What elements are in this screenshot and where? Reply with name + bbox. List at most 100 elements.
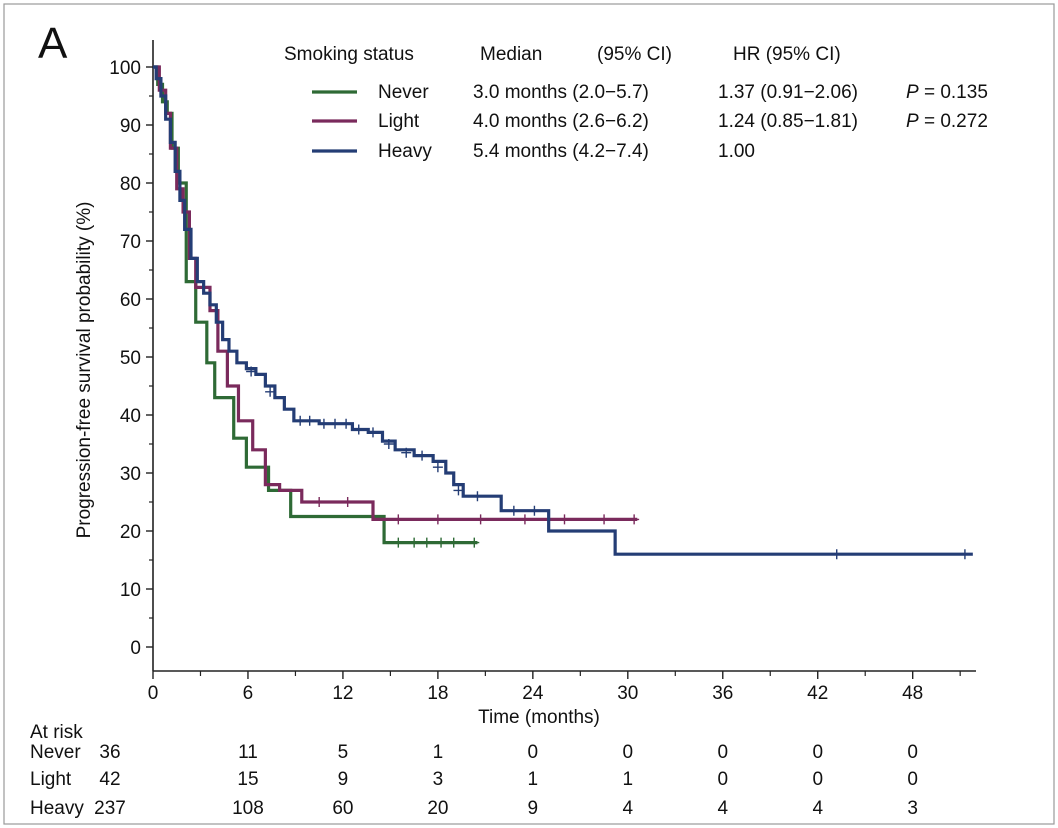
at-risk-label-light: Light xyxy=(30,769,72,790)
censor-mark xyxy=(475,514,486,525)
at-risk-value: 0 xyxy=(812,769,823,790)
censor-mark xyxy=(448,537,459,548)
at-risk-value: 3 xyxy=(907,798,918,819)
legend-label-heavy: Heavy xyxy=(378,141,432,162)
censor-mark xyxy=(367,427,378,438)
series-heavy xyxy=(153,65,973,560)
censor-mark xyxy=(508,505,519,516)
at-risk-value: 0 xyxy=(907,742,918,763)
at-risk-value: 15 xyxy=(237,769,258,790)
at-risk-value: 0 xyxy=(623,742,634,763)
axes xyxy=(152,40,976,672)
censor-mark xyxy=(421,537,432,548)
at-risk-value: 20 xyxy=(427,798,448,819)
at-risk-value: 0 xyxy=(717,742,728,763)
at-risk-value: 4 xyxy=(717,798,728,819)
survival-curve-light xyxy=(153,65,638,521)
at-risk-value: 4 xyxy=(812,798,823,819)
at-risk-title: At risk xyxy=(30,722,83,743)
legend: Smoking status Median (95% CI) HR (95% C… xyxy=(284,44,988,162)
y-tick-label: 60 xyxy=(120,290,141,311)
panel-letter: A xyxy=(38,19,68,68)
censor-mark xyxy=(330,418,341,429)
survival-curve-never xyxy=(153,65,478,545)
legend-p-value: P = 0.135 xyxy=(906,82,988,103)
censor-mark xyxy=(401,447,412,458)
x-tick-label: 12 xyxy=(332,683,353,704)
censor-mark xyxy=(432,514,443,525)
x-ticks: 0 6 12 18 24 30 36 42 48 xyxy=(148,671,961,704)
legend-header-status: Smoking status xyxy=(284,44,414,65)
series-light xyxy=(153,65,640,525)
y-tick-label: 0 xyxy=(130,638,141,659)
legend-label-never: Never xyxy=(378,82,429,103)
at-risk-value: 3 xyxy=(433,769,444,790)
series-never xyxy=(153,65,480,548)
at-risk-value: 1 xyxy=(433,742,444,763)
x-tick-label: 42 xyxy=(807,683,828,704)
legend-header-median: Median xyxy=(480,44,542,65)
survival-curve-heavy xyxy=(153,65,973,556)
censor-mark xyxy=(519,514,530,525)
legend-label-light: Light xyxy=(378,111,420,132)
censor-mark xyxy=(436,537,447,548)
x-tick-label: 6 xyxy=(243,683,254,704)
at-risk-value: 0 xyxy=(528,742,539,763)
legend-header-ci: (95% CI) xyxy=(597,44,672,65)
censor-mark xyxy=(959,549,970,560)
y-axis-label: Progression-free survival probability (%… xyxy=(74,202,95,539)
at-risk-value: 1 xyxy=(623,769,634,790)
censor-mark xyxy=(265,386,276,397)
at-risk-value: 0 xyxy=(907,769,918,790)
x-tick-label: 24 xyxy=(522,683,544,704)
legend-median: 4.0 months (2.6−6.2) xyxy=(473,111,649,132)
x-tick-label: 18 xyxy=(427,683,448,704)
censor-mark xyxy=(409,537,420,548)
censor-mark xyxy=(314,497,325,507)
figure-border xyxy=(3,3,1055,825)
legend-rows: Never 3.0 months (2.0−5.7) 1.37 (0.91−2.06… xyxy=(312,82,988,162)
y-tick-label: 30 xyxy=(120,464,141,485)
at-risk-value: 36 xyxy=(99,742,120,763)
censor-mark xyxy=(383,439,394,449)
legend-header-hr: HR (95% CI) xyxy=(733,44,841,65)
legend-median: 3.0 months (2.0−5.7) xyxy=(473,82,649,103)
legend-hr: 1.24 (0.85−1.81) xyxy=(718,111,858,132)
censor-mark xyxy=(469,537,480,548)
censor-mark xyxy=(831,549,842,560)
censor-mark xyxy=(393,537,404,548)
censor-mark xyxy=(353,424,364,435)
censor-mark xyxy=(341,418,352,429)
at-risk-value: 42 xyxy=(99,769,120,790)
x-tick-label: 0 xyxy=(148,683,159,704)
censor-mark xyxy=(304,415,315,426)
x-axis-label: Time (months) xyxy=(478,707,600,728)
censor-mark xyxy=(318,418,329,429)
censor-mark xyxy=(295,415,306,426)
censor-mark xyxy=(559,514,570,525)
censor-mark xyxy=(629,514,640,525)
y-tick-label: 50 xyxy=(120,348,141,369)
y-tick-label: 20 xyxy=(120,522,141,543)
series-layer xyxy=(153,65,973,560)
y-tick-label: 80 xyxy=(120,174,141,195)
legend-median: 5.4 months (4.2−7.4) xyxy=(473,141,649,162)
x-tick-label: 30 xyxy=(617,683,638,704)
at-risk-value: 9 xyxy=(338,769,349,790)
at-risk-value: 11 xyxy=(238,742,258,763)
at-risk-value: 5 xyxy=(338,742,349,763)
censor-mark xyxy=(246,366,257,377)
censor-mark xyxy=(599,514,610,525)
at-risk-label-heavy: Heavy xyxy=(30,798,84,819)
censor-mark xyxy=(432,462,443,473)
x-tick-label: 48 xyxy=(902,683,923,704)
y-tick-label: 10 xyxy=(120,580,141,601)
at-risk-label-never: Never xyxy=(30,742,81,763)
y-tick-label: 40 xyxy=(120,406,141,427)
censor-mark xyxy=(417,450,428,461)
at-risk-value: 0 xyxy=(812,742,823,763)
censor-mark xyxy=(529,505,540,516)
